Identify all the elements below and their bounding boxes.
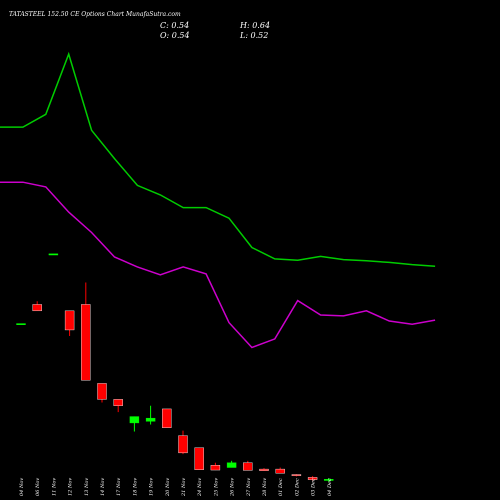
x-tick-label: 04 Nov [19, 478, 25, 496]
x-tick-label: 06 Nov [35, 478, 41, 496]
candle-06-nov [32, 301, 42, 312]
high-readout: H: 0.64 [239, 21, 270, 30]
x-tick-label: 02 Dec [294, 478, 300, 496]
x-tick-label: 17 Nov [116, 478, 122, 496]
candle-body [259, 468, 269, 471]
candle-body [210, 465, 221, 471]
candle-13-nov [81, 282, 91, 381]
candle-body [275, 468, 285, 474]
x-tick-label: 18 Nov [132, 478, 138, 496]
candle-18-nov [129, 416, 140, 432]
candle-21-nov [178, 430, 188, 455]
candle-03-dec [307, 476, 318, 481]
x-tick-label: 26 Nov [230, 478, 236, 497]
candle-12-nov [64, 310, 75, 336]
candle-04-nov [16, 323, 26, 325]
candle-body [291, 474, 302, 476]
candles [16, 253, 334, 482]
candle-28-nov [259, 468, 269, 471]
candle-11-nov [48, 253, 59, 256]
candle-body [194, 447, 204, 470]
candle-body [145, 417, 156, 422]
x-tick-label: 14 Nov [100, 478, 106, 496]
candle-17-nov [113, 399, 123, 413]
candle-01-dec [275, 467, 285, 474]
candle-body [226, 462, 237, 468]
candle-body [48, 253, 59, 256]
x-tick-label: 03 Dec [311, 478, 317, 496]
candle-body [178, 435, 188, 454]
candle-25-nov [210, 462, 221, 471]
x-tick-label: 28 Nov [262, 478, 268, 497]
low-readout: L: 0.52 [239, 31, 268, 40]
candle-27-nov [243, 460, 253, 471]
indicator-lines [0, 51, 436, 349]
x-tick-label: 24 Nov [197, 478, 203, 497]
indicator-line-1 [0, 51, 436, 267]
candle-body [81, 304, 91, 381]
candle-26-nov [226, 460, 237, 468]
candle-24-nov [194, 447, 204, 470]
candle-04-dec [324, 478, 334, 482]
x-tick-label: 11 Nov [51, 478, 57, 496]
open-readout: O: 0.54 [160, 31, 190, 40]
candle-body [32, 304, 42, 312]
x-axis-ticks: 04 Nov 06 Nov 11 Nov 12 Nov 13 Nov 14 Nov 17 N… [19, 478, 333, 497]
x-tick-label: 27 Nov [246, 478, 252, 497]
x-tick-label: 21 Nov [181, 478, 187, 497]
candle-body [64, 310, 75, 331]
indicator-line-2 [0, 181, 436, 349]
x-tick-label: 04 Dec [327, 478, 333, 496]
candle-02-dec [291, 474, 302, 477]
candle-14-nov [97, 383, 107, 403]
candle-body [113, 399, 123, 406]
candle-body [162, 408, 172, 428]
candle-20-nov [162, 408, 172, 428]
candle-body [97, 383, 107, 400]
candle-19-nov [145, 405, 156, 425]
candle-body [324, 479, 334, 481]
close-readout: C: 0.54 [160, 21, 189, 30]
chart-title: TATASTEEL 152.50 CE Options Chart Munafa… [9, 11, 181, 18]
candle-body [243, 462, 253, 471]
x-tick-label: 12 Nov [68, 478, 74, 496]
x-tick-label: 20 Nov [165, 478, 171, 497]
x-tick-label: 19 Nov [149, 478, 155, 496]
candle-body [307, 477, 318, 480]
x-tick-label: 13 Nov [84, 478, 90, 496]
candle-body [16, 323, 26, 325]
x-tick-label: 25 Nov [213, 478, 219, 497]
candle-body [129, 416, 140, 424]
x-tick-label: 01 Dec [278, 478, 284, 496]
